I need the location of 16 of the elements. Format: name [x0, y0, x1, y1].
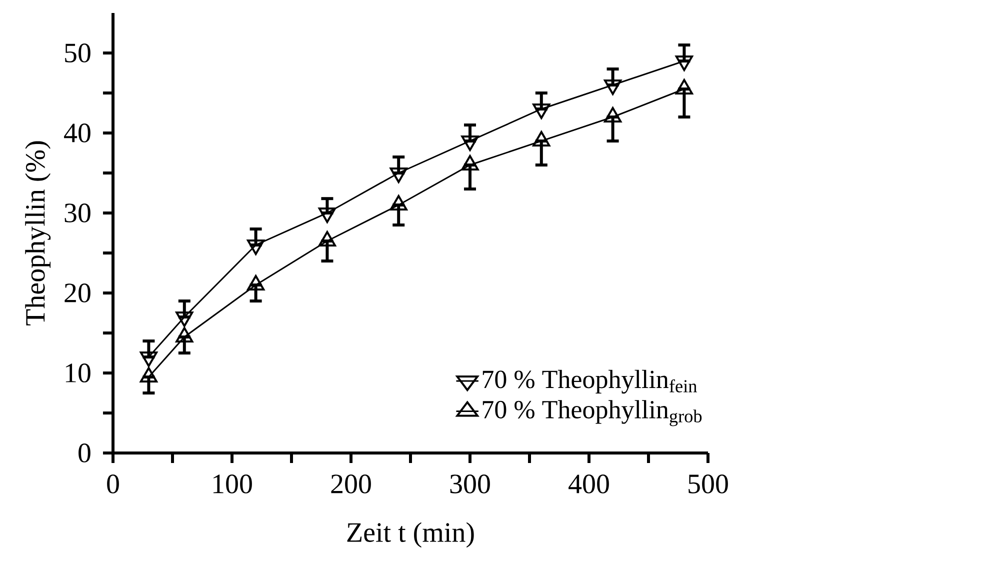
legend-label: 70 % Theophyllin$_{fein}$: [482, 370, 697, 394]
x-tick-label: 0: [107, 474, 119, 494]
y-tick-label: 50: [65, 44, 90, 62]
x-tick-label: 200: [331, 474, 371, 494]
x-axis-title: Zeit t (min): [347, 522, 474, 548]
x-tick-label: 300: [450, 474, 490, 494]
y-axis-title: Theophyllin (%): [25, 141, 51, 326]
legend-label: 70 % Theophyllin$_{grob}$: [482, 400, 702, 426]
y-tick-label: 40: [64, 124, 90, 142]
y-tick-label: 10: [66, 364, 90, 382]
y-tick-label: 0: [78, 444, 90, 462]
x-tick-label: 500: [688, 474, 728, 494]
y-tick-label: 30: [64, 204, 90, 222]
x-tick-label: 100: [213, 474, 252, 494]
y-tick-label: 20: [64, 284, 90, 302]
x-tick-label: 400: [568, 474, 609, 494]
